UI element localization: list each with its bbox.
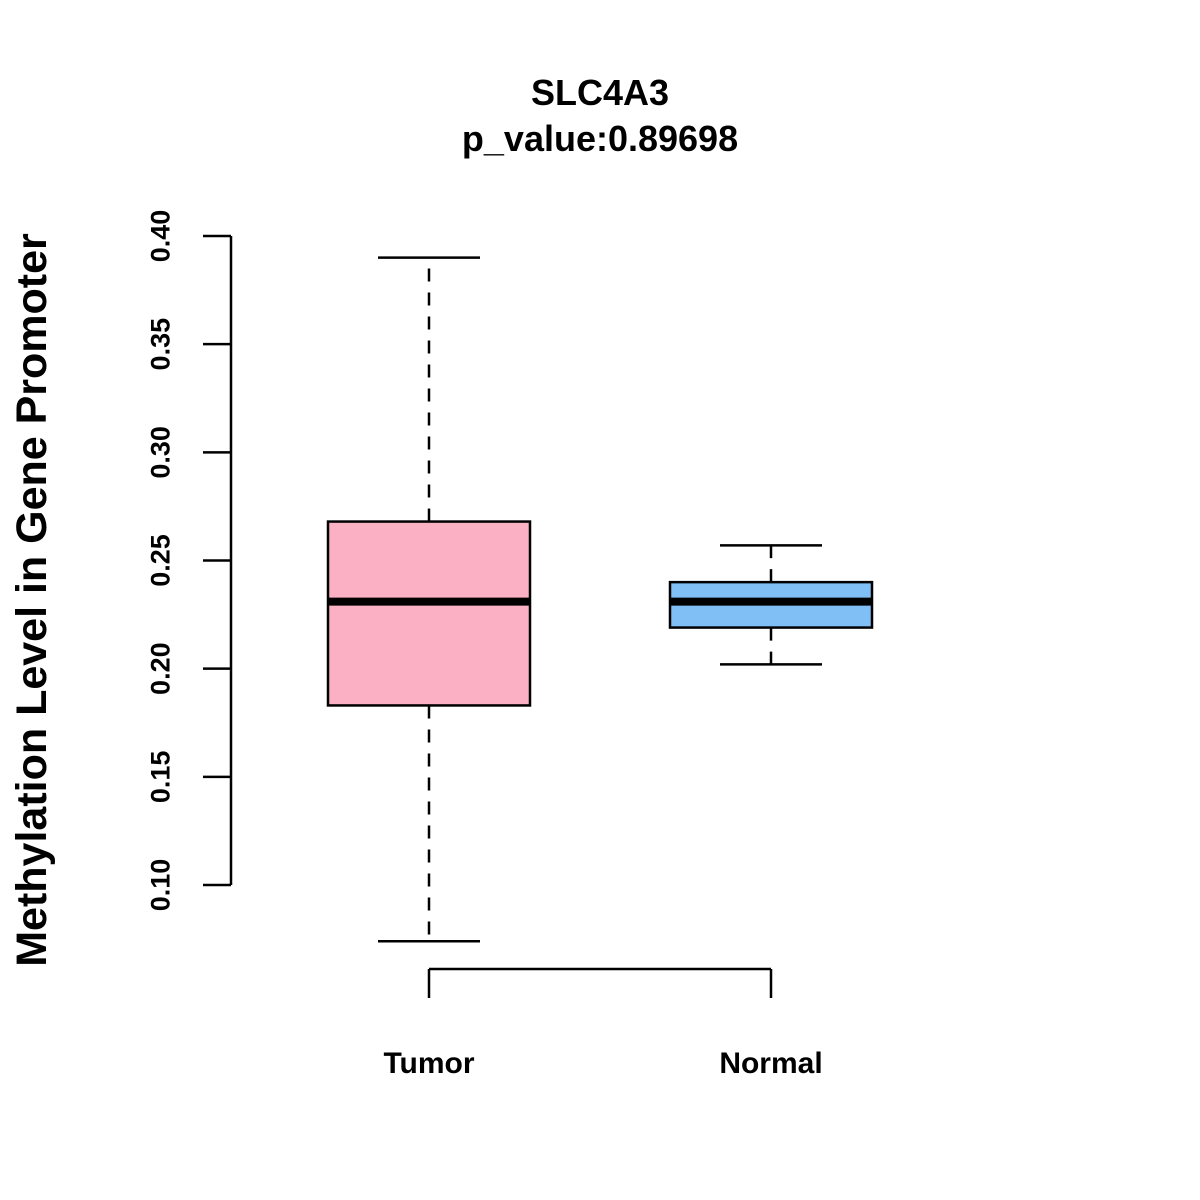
y-tick-label: 0.15 [145,751,175,804]
x-tick-label-tumor: Tumor [383,1047,474,1080]
y-tick-label: 0.40 [145,210,175,263]
y-axis: 0.10 0.15 0.20 0.25 0.30 0.35 0.40 [145,210,233,912]
y-tick-label: 0.30 [145,426,175,479]
y-axis-label: Methylation Level in Gene Promoter [8,233,56,967]
chart-title: SLC4A3 [531,72,669,113]
x-axis: Tumor Normal [383,967,823,1080]
y-tick-label: 0.10 [145,859,175,912]
y-tick-label: 0.20 [145,642,175,695]
y-tick-label: 0.35 [145,318,175,371]
iqr-box [326,520,532,707]
chart-subtitle: p_value:0.89698 [462,118,738,159]
box-tumor [326,256,532,943]
x-tick-label-normal: Normal [719,1047,822,1080]
box-normal [668,544,874,666]
boxes [326,256,874,943]
y-tick-label: 0.25 [145,534,175,587]
